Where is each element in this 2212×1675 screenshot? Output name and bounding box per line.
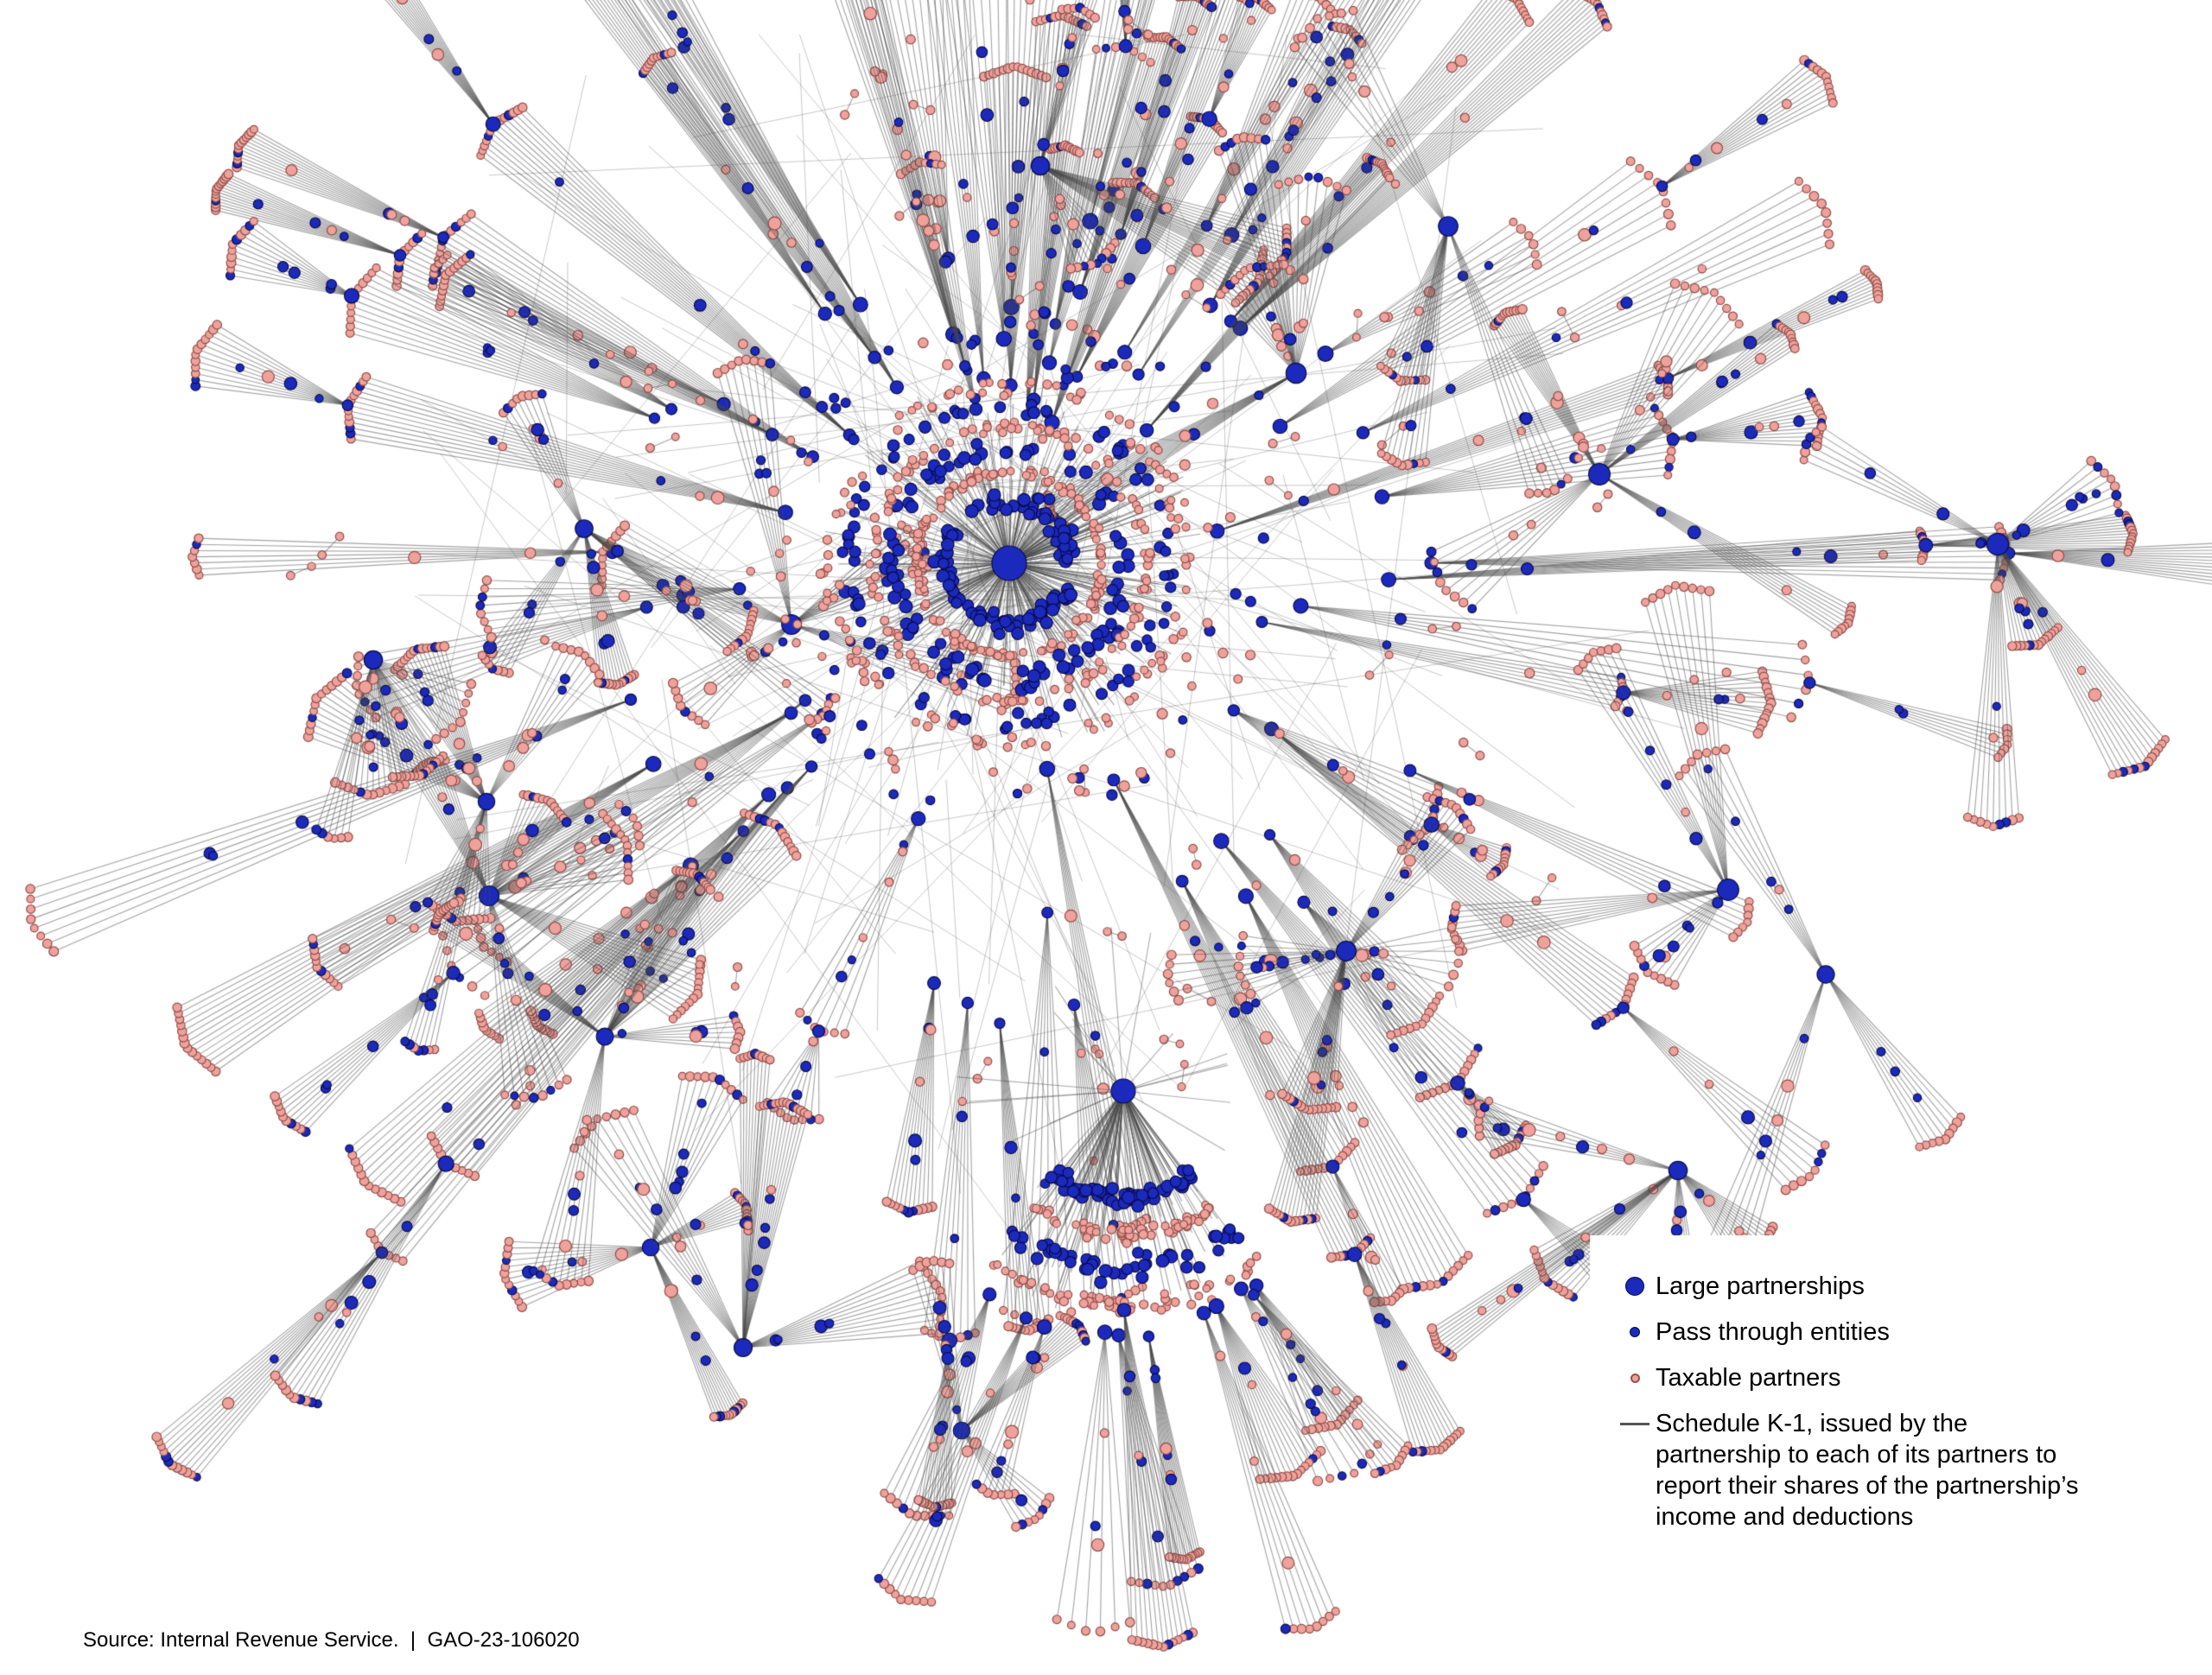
- taxable-partner-node-icon: [1614, 1362, 1656, 1393]
- legend-label-large-partnerships: Large partnerships: [1656, 1272, 1865, 1300]
- pass-through-entity-node-icon: [1614, 1317, 1656, 1348]
- legend-label-schedule-k1: Schedule K-1, issued by the partnership …: [1656, 1410, 2079, 1531]
- legend-item-taxable-partners: Taxable partners: [1614, 1362, 2098, 1393]
- legend-item-pass-through-entities: Pass through entities: [1614, 1317, 2098, 1348]
- legend: Large partnerships Pass through entities…: [1614, 1271, 2098, 1547]
- legend-label-pass-through-entities: Pass through entities: [1656, 1318, 1890, 1346]
- source-note: Source: Internal Revenue Service. | GAO-…: [83, 1628, 580, 1652]
- legend-item-schedule-k1: Schedule K-1, issued by the partnership …: [1614, 1408, 2098, 1532]
- large-partnership-node-icon: [1614, 1271, 1656, 1302]
- legend-item-large-partnerships: Large partnerships: [1614, 1271, 2098, 1302]
- schedule-k1-line-icon: [1614, 1408, 1656, 1439]
- legend-label-taxable-partners: Taxable partners: [1656, 1364, 1841, 1392]
